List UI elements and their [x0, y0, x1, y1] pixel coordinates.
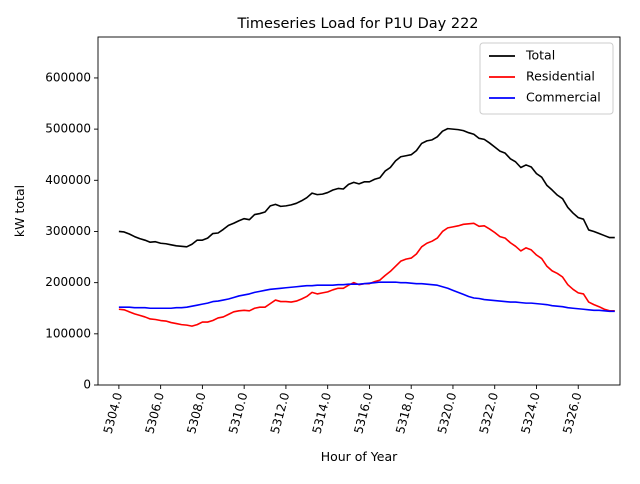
y-tick-label: 600000	[45, 70, 91, 84]
legend-label-residential: Residential	[526, 69, 595, 84]
y-tick-label: 400000	[45, 173, 91, 187]
y-tick-label: 500000	[45, 122, 91, 136]
series-line-total	[118, 127, 615, 248]
legend-box	[479, 42, 614, 115]
axes-frame	[97, 36, 621, 386]
y-tick-label: 100000	[45, 326, 91, 340]
y-axis-label: kW total	[12, 185, 27, 237]
chart-title: Timeseries Load for P1U Day 222	[236, 16, 478, 32]
legend-label-total: Total	[525, 48, 555, 63]
x-axis-label: Hour of Year	[321, 449, 398, 464]
y-tick-label: 300000	[45, 224, 91, 238]
y-tick-label: 0	[83, 378, 91, 392]
y-tick-label: 200000	[45, 275, 91, 289]
legend: Total Residential Commercial	[479, 42, 614, 115]
y-axis-ticks: 0 100000 200000 300000 400000 500000 600000	[45, 70, 98, 392]
plot-lines	[118, 127, 615, 327]
legend-label-commercial: Commercial	[526, 90, 601, 105]
series-line-commercial	[118, 281, 615, 313]
